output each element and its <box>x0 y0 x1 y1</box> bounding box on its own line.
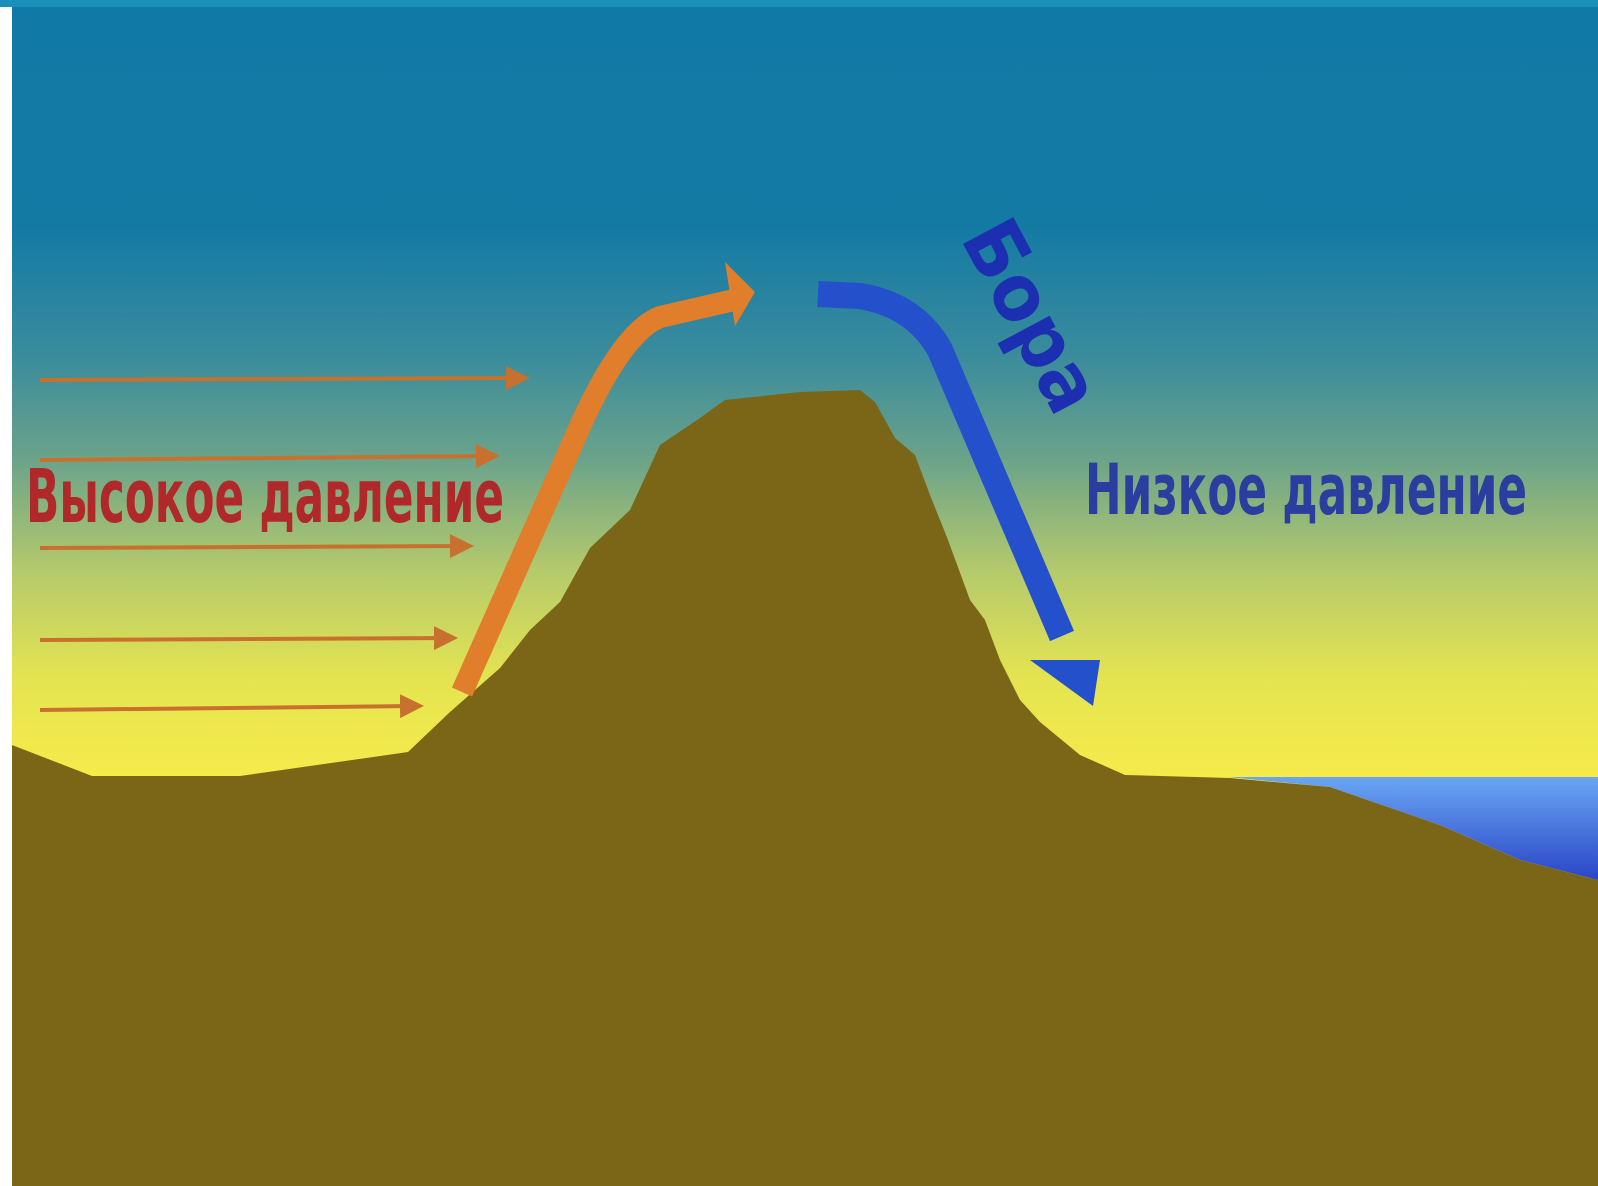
air-flow-arrow <box>39 694 424 719</box>
high-pressure-label: Высокое давление <box>26 454 504 540</box>
rising-air-arrow-head <box>725 262 755 326</box>
rising-air-arrow <box>451 262 755 697</box>
mountain <box>12 390 1598 1186</box>
incoming-air-arrows <box>39 366 530 719</box>
air-flow-arrow <box>39 366 530 391</box>
rising-air-arrow-shaft <box>451 289 737 697</box>
top-border-line <box>0 0 1598 7</box>
bora-arrow-shaft <box>817 281 1074 642</box>
bora-arrow <box>817 281 1100 706</box>
sea <box>1228 777 1598 880</box>
air-flow-arrow <box>39 626 458 651</box>
air-flow-arrow <box>39 534 474 559</box>
bora-arrow-head <box>1030 660 1100 706</box>
low-pressure-label: Низкое давление <box>1085 449 1527 531</box>
air-flow-arrow <box>39 444 500 469</box>
